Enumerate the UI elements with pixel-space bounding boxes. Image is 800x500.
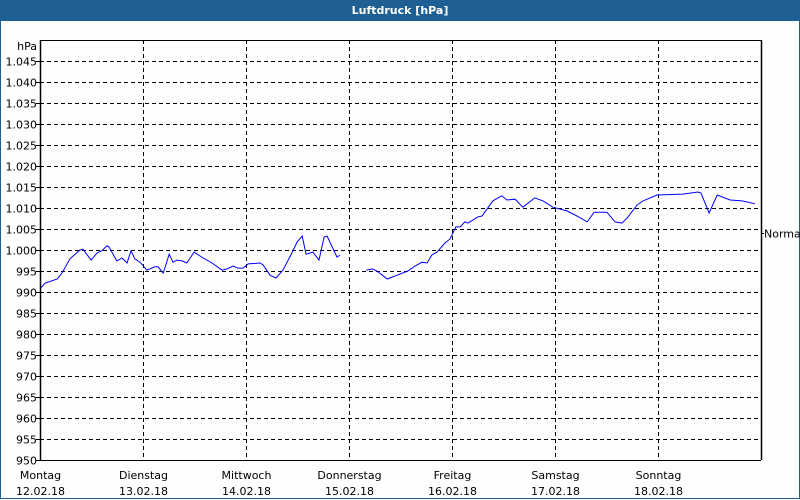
x-tick-day-label: Dienstag	[119, 469, 168, 482]
y-tick-label: 985	[16, 308, 37, 321]
x-tick-day-label: Sonntag	[636, 469, 682, 482]
y-tick-label: 990	[16, 287, 37, 300]
y-tick-label: 970	[16, 371, 37, 384]
y-tick-label: 995	[16, 266, 37, 279]
y-tick-label: 1.000	[6, 245, 38, 258]
pressure-line-segment	[40, 235, 341, 289]
x-tick-day-label: Samstag	[531, 469, 579, 482]
y-tick-label: 1.045	[6, 56, 38, 69]
y-tick-label: 965	[16, 392, 37, 405]
x-tick-day-label: Montag	[20, 469, 61, 482]
y-tick-label: 1.035	[6, 98, 38, 111]
x-tick-date-label: 12.02.18	[16, 485, 65, 498]
x-tick-day-label: Donnerstag	[317, 469, 381, 482]
y-tick-label: 950	[16, 455, 37, 468]
y-axis-label: hPa	[17, 40, 37, 53]
axes	[36, 40, 764, 461]
x-tick-date-label: 18.02.18	[634, 485, 683, 498]
x-tick-date-label: 16.02.18	[428, 485, 477, 498]
x-tick-date-label: 13.02.18	[119, 485, 168, 498]
y-tick-label: 1.025	[6, 140, 38, 153]
y-tick-label: 1.020	[6, 161, 38, 174]
x-tick-date-label: 15.02.18	[325, 485, 374, 498]
x-tick-day-label: Freitag	[434, 469, 472, 482]
normal-marker-label: Normal	[764, 228, 800, 241]
y-tick-label: 960	[16, 413, 37, 426]
x-tick-date-label: 14.02.18	[222, 485, 271, 498]
pressure-line-segment	[366, 191, 756, 280]
tick-labels: 1.045 1.040 1.035 1.030 1.025 1.020 1.015 1.010…	[6, 40, 800, 498]
y-tick-label: 980	[16, 329, 37, 342]
series-lines	[40, 191, 756, 289]
y-tick-label: 975	[16, 350, 37, 363]
grid	[40, 40, 761, 460]
y-tick-label: 1.040	[6, 77, 38, 90]
y-tick-label: 1.005	[6, 224, 38, 237]
chart-title: Luftdruck [hPa]	[0, 0, 800, 21]
x-tick-date-label: 17.02.18	[531, 485, 580, 498]
y-tick-label: 1.010	[6, 203, 38, 216]
y-tick-label: 1.015	[6, 182, 38, 195]
x-tick-day-label: Mittwoch	[222, 469, 272, 482]
y-tick-label: 955	[16, 434, 37, 447]
y-tick-label: 1.030	[6, 119, 38, 132]
